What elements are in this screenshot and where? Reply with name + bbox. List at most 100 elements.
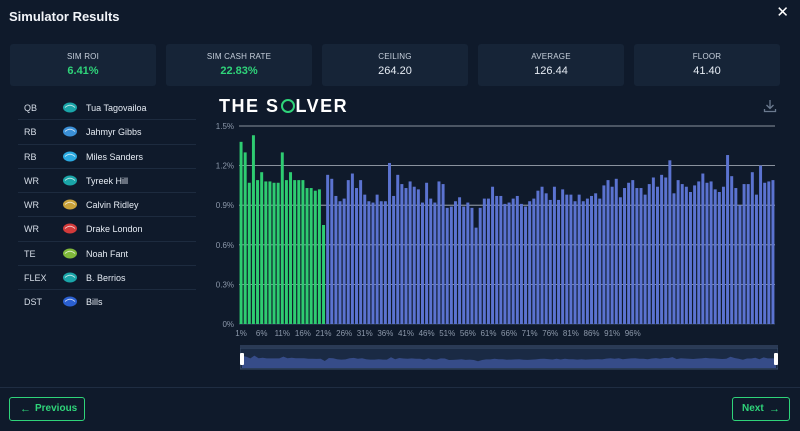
modal-title: Simulator Results: [9, 9, 120, 24]
stat-label: AVERAGE: [531, 52, 571, 61]
dolphins-logo-icon: [63, 272, 77, 283]
chart-bar: [338, 201, 342, 324]
bills-logo-icon: [63, 296, 77, 307]
x-tick-label: 31%: [357, 329, 373, 338]
panthers-logo-icon: [63, 151, 77, 162]
stat-label: FLOOR: [692, 52, 722, 61]
chart-bar: [569, 194, 573, 324]
x-tick-label: 16%: [295, 329, 311, 338]
player-name: Jahmyr Gibbs: [86, 127, 142, 138]
chart-bar: [602, 185, 606, 324]
next-button[interactable]: Next →: [732, 397, 790, 421]
x-tick-label: 86%: [584, 329, 600, 338]
chart-bar: [441, 184, 445, 324]
lineup-row: FLEX B. Berrios: [18, 266, 196, 291]
chart-bar: [280, 152, 284, 324]
chart-bar: [771, 180, 775, 324]
chart-bar: [392, 195, 396, 324]
chart-bar: [437, 181, 441, 324]
chart-bar: [618, 197, 622, 324]
x-tick-label: 81%: [563, 329, 579, 338]
x-tick-label: 6%: [256, 329, 268, 338]
download-icon[interactable]: [763, 99, 777, 113]
chart-bar: [519, 203, 523, 324]
chart-bar: [367, 201, 371, 324]
chart-bar: [759, 165, 763, 324]
chart-bar: [697, 181, 701, 324]
chart-bar: [330, 178, 334, 324]
brand-o-icon: [280, 99, 295, 113]
x-tick-label: 71%: [522, 329, 538, 338]
y-tick-label: 0.3%: [216, 280, 234, 289]
previous-button[interactable]: ← Previous: [9, 397, 85, 421]
chart-bar: [594, 193, 598, 324]
lineup-row: QB Tua Tagovailoa: [18, 96, 196, 121]
player-name: Noah Fant: [86, 248, 129, 259]
lineup-row: WR Calvin Ridley: [18, 193, 196, 218]
chart-bar: [610, 186, 614, 324]
player-name: Tua Tagovailoa: [86, 103, 147, 113]
chart-bar: [297, 180, 301, 324]
stat-sim-cash-rate: SIM CASH RATE 22.83%: [166, 44, 312, 86]
falcons-logo-icon: [63, 223, 77, 234]
player-position: RB: [24, 127, 37, 138]
stat-value: 126.44: [534, 65, 568, 77]
x-tick-label: 41%: [398, 329, 414, 338]
chart-bar: [383, 201, 387, 324]
lineup-row: RB Miles Sanders: [18, 145, 196, 169]
chart-bar: [449, 206, 453, 324]
chart-bar: [573, 201, 577, 324]
footer-divider: [0, 387, 800, 388]
y-tick-label: 1.2%: [216, 162, 234, 171]
chart-bar: [557, 199, 561, 324]
close-icon[interactable]: ✕: [776, 4, 789, 21]
chart-bar: [486, 198, 490, 324]
chart-bar: [251, 135, 255, 324]
stat-label: SIM ROI: [66, 52, 100, 61]
chart-bar: [684, 186, 688, 324]
chart-bar: [635, 188, 639, 324]
x-tick-label: 21%: [316, 329, 332, 338]
chart-bar: [721, 186, 725, 324]
chart-bar: [309, 188, 313, 324]
chart-range-navigator[interactable]: [240, 345, 778, 371]
dolphins-logo-icon: [63, 175, 77, 186]
stat-label: SIM CASH RATE: [206, 52, 272, 61]
x-tick-label: 36%: [377, 329, 393, 338]
chart-bar: [668, 160, 672, 324]
stat-value: 41.40: [693, 65, 721, 77]
chart-bar: [301, 180, 305, 324]
chart-bar: [305, 188, 309, 324]
chart-bar: [738, 205, 742, 324]
chart-bar: [647, 184, 651, 324]
x-tick-label: 1%: [235, 329, 247, 338]
chart-bar: [359, 180, 363, 324]
chart-bar: [474, 227, 478, 324]
previous-label: Previous: [35, 403, 78, 414]
chart-bar: [511, 198, 515, 324]
lineup-row: WR Drake London: [18, 217, 196, 242]
chart-bar: [243, 152, 247, 324]
chart-bar: [536, 190, 540, 324]
chart-bar: [585, 198, 589, 324]
chart-bar: [396, 174, 400, 324]
chart-bar: [631, 180, 635, 324]
chart-bar: [734, 188, 738, 324]
stat-label: CEILING: [378, 52, 412, 61]
chart-bar: [420, 202, 424, 324]
chart-bar: [746, 184, 750, 324]
stat-sim-roi: SIM ROI 6.41%: [10, 44, 156, 86]
chart-bar: [528, 201, 532, 324]
chart-bar: [350, 173, 354, 324]
chart-bar: [565, 194, 569, 324]
chart-bar: [400, 184, 404, 324]
dolphins-logo-icon: [63, 102, 77, 113]
x-tick-label: 61%: [480, 329, 496, 338]
chart-bar: [590, 195, 594, 324]
chart-bar: [355, 188, 358, 324]
arrow-left-icon: ←: [20, 403, 31, 415]
chart-bar: [404, 188, 408, 324]
chart-bar: [726, 155, 730, 324]
chart-bar: [268, 181, 272, 324]
chart-bar: [458, 197, 462, 324]
